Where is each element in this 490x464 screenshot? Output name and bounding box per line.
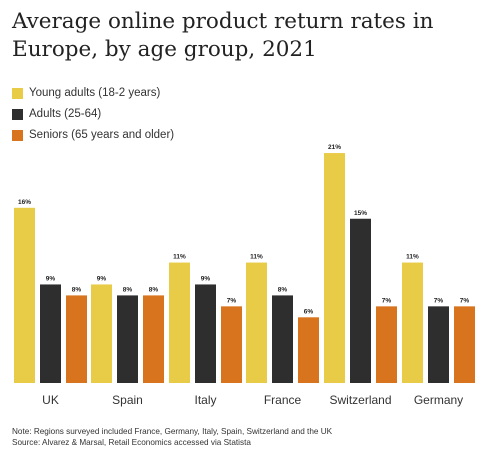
legend: Young adults (18-2 years) Adults (25-64)… <box>12 84 174 147</box>
bar-italy-series-1 <box>195 284 216 383</box>
data-label-spain-series-1: 8% <box>123 286 133 293</box>
bar-switzerland-series-0 <box>324 153 345 383</box>
legend-item-seniors: Seniors (65 years and older) <box>12 126 174 144</box>
chart-notes: Note: Regions surveyed included France, … <box>12 426 482 448</box>
data-label-uk-series-2: 8% <box>72 286 82 293</box>
bar-spain-series-0 <box>91 284 112 383</box>
legend-swatch-adults <box>12 108 23 120</box>
bar-germany-series-2 <box>454 306 475 383</box>
data-label-france-series-2: 6% <box>304 308 314 315</box>
category-label-spain: Spain <box>112 393 143 407</box>
category-label-italy: Italy <box>194 393 216 407</box>
category-label-switzerland: Switzerland <box>329 393 391 407</box>
data-label-switzerland-series-2: 7% <box>382 297 392 304</box>
bar-spain-series-2 <box>143 295 164 383</box>
bar-france-series-0 <box>246 262 267 383</box>
category-label-germany: Germany <box>414 393 463 407</box>
note-text: Note: Regions surveyed included France, … <box>12 427 333 436</box>
data-label-italy-series-1: 9% <box>201 275 211 282</box>
chart-title: Average online product return rates in E… <box>12 9 434 62</box>
bar-uk-series-1 <box>40 284 61 383</box>
bar-germany-series-0 <box>402 262 423 383</box>
legend-swatch-young-adults <box>12 87 23 99</box>
legend-label-seniors: Seniors (65 years and older) <box>29 129 175 141</box>
bar-switzerland-series-2 <box>376 306 397 383</box>
bar-france-series-1 <box>272 295 293 383</box>
legend-label-adults: Adults (25-64) <box>29 108 102 120</box>
bar-uk-series-2 <box>66 295 87 383</box>
bar-uk-series-0 <box>14 207 35 383</box>
data-label-italy-series-2: 7% <box>227 297 237 304</box>
data-label-uk-series-0: 16% <box>18 199 31 206</box>
bar-germany-series-1 <box>428 306 449 383</box>
legend-label-young-adults: Young adults (18-2 years) <box>29 87 161 99</box>
source-text: Source: Alvarez & Marsal, Retail Economi… <box>12 438 251 447</box>
data-label-germany-series-2: 7% <box>460 297 470 304</box>
category-label-uk: UK <box>42 393 59 407</box>
data-label-spain-series-0: 9% <box>97 275 107 282</box>
bar-italy-series-2 <box>221 306 242 383</box>
data-label-germany-series-0: 11% <box>406 254 419 261</box>
data-label-spain-series-2: 8% <box>149 286 159 293</box>
bar-france-series-2 <box>298 317 319 383</box>
bar-spain-series-1 <box>117 295 138 383</box>
data-label-italy-series-0: 11% <box>173 254 186 261</box>
data-label-france-series-1: 8% <box>278 286 288 293</box>
legend-item-young-adults: Young adults (18-2 years) <box>12 84 174 102</box>
bar-italy-series-0 <box>169 262 190 383</box>
data-label-france-series-0: 11% <box>250 254 263 261</box>
bar-switzerland-series-1 <box>350 218 371 383</box>
data-label-switzerland-series-1: 15% <box>354 210 367 217</box>
legend-swatch-seniors <box>12 129 23 141</box>
data-label-germany-series-1: 7% <box>434 297 444 304</box>
data-label-uk-series-1: 9% <box>46 275 56 282</box>
category-label-france: France <box>264 393 302 407</box>
data-label-switzerland-series-0: 21% <box>328 144 341 151</box>
bar-chart: 16% 9% 8% UK 9% 8% 8% Spain 11% 9% 7% Italy 11% 8% 6% F… <box>14 144 475 407</box>
legend-item-adults: Adults (25-64) <box>12 105 174 123</box>
